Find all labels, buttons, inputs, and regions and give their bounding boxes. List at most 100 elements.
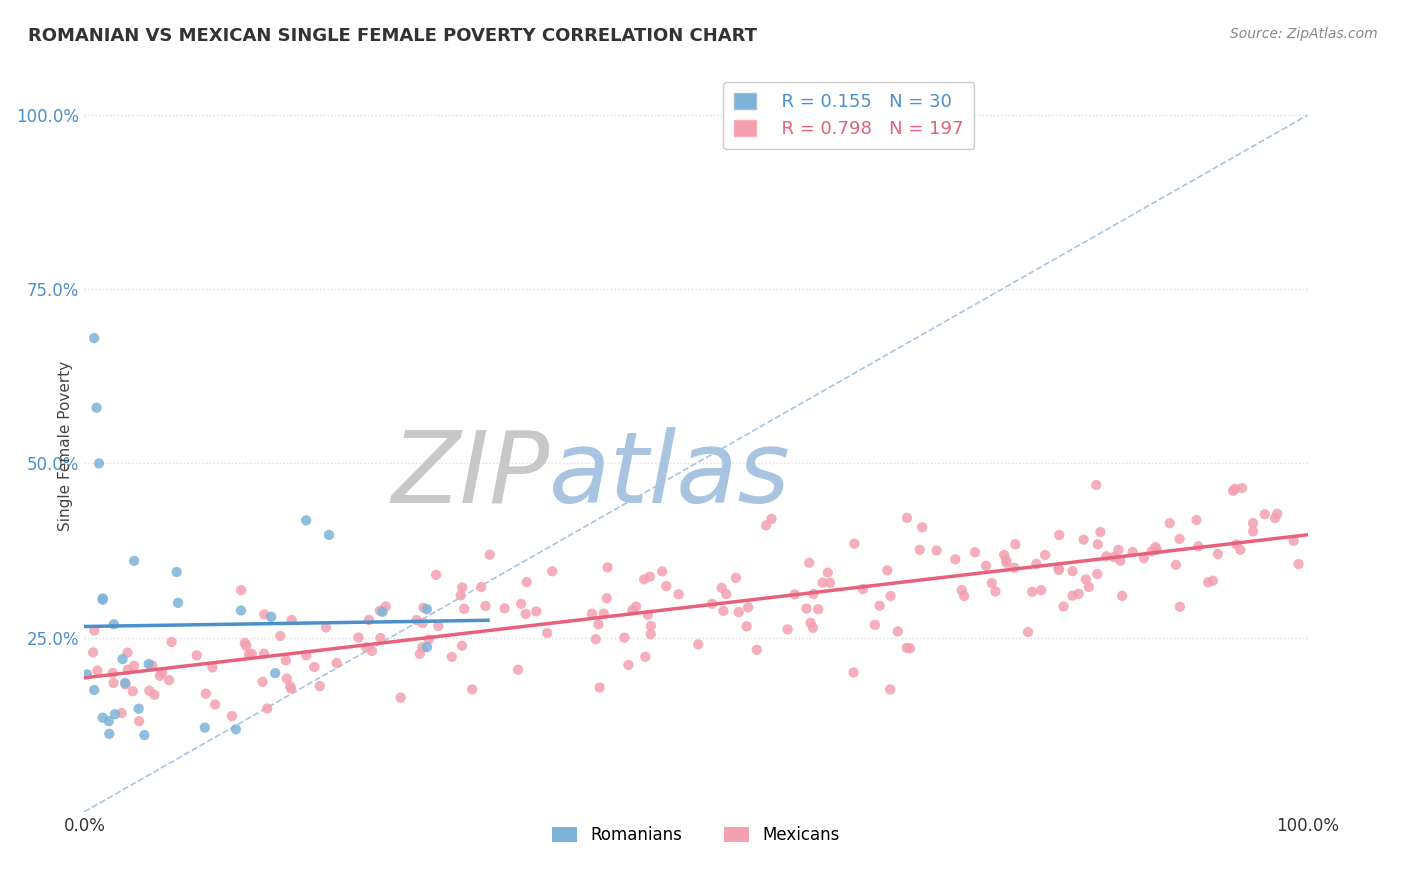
Point bbox=[943, 552, 966, 566]
Point bbox=[229, 603, 252, 617]
Point bbox=[1159, 516, 1181, 531]
Point bbox=[1087, 537, 1109, 551]
Point bbox=[166, 565, 188, 579]
Point bbox=[668, 587, 690, 601]
Point bbox=[1062, 589, 1084, 603]
Point bbox=[1168, 532, 1191, 546]
Point bbox=[221, 709, 243, 723]
Point bbox=[842, 665, 865, 680]
Point bbox=[83, 682, 105, 697]
Point bbox=[461, 682, 484, 697]
Point bbox=[76, 667, 98, 681]
Point bbox=[101, 666, 124, 681]
Point bbox=[86, 401, 108, 415]
Point bbox=[980, 576, 1002, 591]
Point bbox=[269, 629, 291, 643]
Y-axis label: Single Female Poverty: Single Female Poverty bbox=[58, 361, 73, 531]
Point bbox=[256, 701, 278, 715]
Point bbox=[993, 548, 1015, 562]
Point bbox=[898, 641, 921, 656]
Point bbox=[1187, 540, 1209, 554]
Point bbox=[150, 665, 173, 680]
Point bbox=[592, 607, 614, 621]
Point bbox=[194, 687, 217, 701]
Point bbox=[451, 581, 474, 595]
Point bbox=[796, 601, 818, 615]
Point bbox=[908, 542, 931, 557]
Point bbox=[1206, 547, 1229, 561]
Point bbox=[617, 657, 640, 672]
Point bbox=[1229, 542, 1251, 557]
Point bbox=[984, 584, 1007, 599]
Point bbox=[887, 624, 910, 639]
Point bbox=[470, 580, 492, 594]
Point bbox=[141, 658, 163, 673]
Point bbox=[1222, 483, 1244, 498]
Point bbox=[613, 631, 636, 645]
Point bbox=[83, 624, 105, 638]
Point bbox=[411, 640, 433, 655]
Point bbox=[280, 613, 302, 627]
Point bbox=[252, 674, 274, 689]
Point bbox=[1264, 511, 1286, 525]
Point bbox=[478, 548, 501, 562]
Point bbox=[1230, 481, 1253, 495]
Point bbox=[807, 602, 830, 616]
Point bbox=[1146, 542, 1168, 557]
Point bbox=[1052, 599, 1074, 614]
Point bbox=[253, 607, 276, 622]
Point bbox=[585, 632, 607, 647]
Point bbox=[1004, 537, 1026, 551]
Point bbox=[157, 673, 180, 687]
Point bbox=[425, 567, 447, 582]
Point bbox=[82, 645, 104, 659]
Point bbox=[274, 653, 297, 667]
Point bbox=[710, 581, 733, 595]
Point bbox=[1164, 558, 1187, 572]
Point bbox=[1047, 528, 1070, 542]
Point bbox=[596, 591, 619, 606]
Point bbox=[1109, 554, 1132, 568]
Point bbox=[596, 560, 619, 574]
Point bbox=[727, 605, 749, 619]
Point bbox=[1074, 573, 1097, 587]
Point bbox=[588, 617, 610, 632]
Point bbox=[371, 605, 394, 619]
Point bbox=[506, 663, 529, 677]
Point bbox=[451, 639, 474, 653]
Point bbox=[735, 619, 758, 633]
Point bbox=[581, 607, 603, 621]
Point bbox=[621, 603, 644, 617]
Point bbox=[104, 707, 127, 722]
Point bbox=[761, 512, 783, 526]
Point bbox=[260, 609, 283, 624]
Point bbox=[83, 331, 105, 345]
Point bbox=[235, 639, 257, 653]
Point bbox=[536, 626, 558, 640]
Point bbox=[149, 669, 172, 683]
Point bbox=[494, 601, 516, 615]
Point bbox=[204, 698, 226, 712]
Point bbox=[852, 582, 875, 596]
Point bbox=[1017, 625, 1039, 640]
Point bbox=[655, 579, 678, 593]
Point bbox=[879, 682, 901, 697]
Point bbox=[588, 681, 610, 695]
Point bbox=[995, 553, 1018, 567]
Point bbox=[745, 643, 768, 657]
Point bbox=[308, 679, 330, 693]
Point bbox=[637, 607, 659, 622]
Point bbox=[1073, 533, 1095, 547]
Point bbox=[515, 607, 537, 621]
Point bbox=[1102, 550, 1125, 565]
Point bbox=[803, 587, 825, 601]
Point bbox=[634, 649, 657, 664]
Point bbox=[450, 589, 472, 603]
Point bbox=[240, 647, 263, 661]
Point bbox=[98, 727, 121, 741]
Point bbox=[97, 714, 120, 728]
Text: atlas: atlas bbox=[550, 426, 790, 524]
Point bbox=[405, 613, 427, 627]
Text: ZIP: ZIP bbox=[391, 426, 550, 524]
Point bbox=[1122, 545, 1144, 559]
